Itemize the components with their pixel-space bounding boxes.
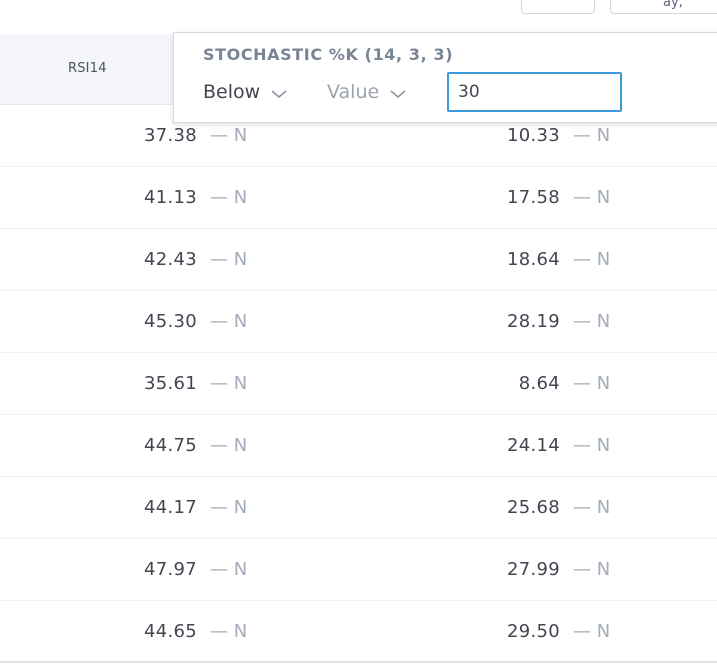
stochastic-value: 10.33 <box>506 125 560 146</box>
table-row[interactable]: 37.38 — N 10.33 — N <box>0 105 717 167</box>
rsi14-flag: — N <box>210 125 248 146</box>
rsi14-flag: — N <box>210 187 248 208</box>
rsi14-flag: — N <box>210 497 248 518</box>
chevron-down-icon <box>271 90 287 99</box>
rsi14-value: 45.30 <box>143 311 197 332</box>
condition-dropdown[interactable]: Below <box>203 79 288 105</box>
rsi14-flag: — N <box>210 373 248 394</box>
rsi14-flag: — N <box>210 621 248 642</box>
value-type-dropdown-label: Value <box>327 81 380 103</box>
rsi14-value: 41.13 <box>143 187 197 208</box>
stochastic-value: 25.68 <box>506 497 560 518</box>
chevron-down-icon <box>390 90 406 99</box>
rsi14-value: 47.97 <box>143 559 197 580</box>
filter-title: STOCHASTIC %K (14, 3, 3) <box>203 45 454 64</box>
stochastic-value: 18.64 <box>506 249 560 270</box>
stochastic-value: 27.99 <box>506 559 560 580</box>
rsi14-value: 44.17 <box>143 497 197 518</box>
table-row[interactable]: 47.97 — N 27.99 — N <box>0 539 717 601</box>
rsi14-value: 35.61 <box>143 373 197 394</box>
stochastic-flag: — N <box>573 621 611 642</box>
table-row[interactable]: 45.30 — N 28.19 — N <box>0 291 717 353</box>
stochastic-value: 17.58 <box>506 187 560 208</box>
table-row[interactable]: 44.17 — N 25.68 — N <box>0 477 717 539</box>
rsi14-value: 44.75 <box>143 435 197 456</box>
stochastic-flag: — N <box>573 249 611 270</box>
table-row[interactable]: 35.61 — N 8.64 — N <box>0 353 717 415</box>
stochastic-value: 24.14 <box>506 435 560 456</box>
condition-dropdown-label: Below <box>203 81 261 103</box>
value-type-dropdown[interactable]: Value <box>327 79 407 105</box>
toolbar-button-label: ay, <box>663 0 683 10</box>
rsi14-flag: — N <box>210 559 248 580</box>
rsi14-flag: — N <box>210 311 248 332</box>
table-body: 37.38 — N 10.33 — N 41.13 — N 17.58 — N 42.43 — N… <box>0 105 717 663</box>
table-row[interactable]: 44.65 — N 29.50 — N <box>0 601 717 663</box>
toolbar-button[interactable] <box>521 0 595 14</box>
filter-popup: STOCHASTIC %K (14, 3, 3) Below Value <box>173 32 717 123</box>
stochastic-value: 8.64 <box>518 373 560 394</box>
stochastic-flag: — N <box>573 435 611 456</box>
stochastic-flag: — N <box>573 559 611 580</box>
filter-value-input[interactable] <box>447 72 622 112</box>
rsi14-flag: — N <box>210 249 248 270</box>
rsi14-value: 44.65 <box>143 621 197 642</box>
rsi14-value: 42.43 <box>143 249 197 270</box>
column-header-rsi14[interactable]: RSI14 <box>68 61 107 76</box>
table-row[interactable]: 41.13 — N 17.58 — N <box>0 167 717 229</box>
stochastic-flag: — N <box>573 311 611 332</box>
stochastic-flag: — N <box>573 125 611 146</box>
stochastic-value: 29.50 <box>506 621 560 642</box>
toolbar-button-dropdown[interactable]: ay, <box>610 0 717 14</box>
rsi14-value: 37.38 <box>143 125 197 146</box>
table-row[interactable]: 42.43 — N 18.64 — N <box>0 229 717 291</box>
table-row[interactable]: 44.75 — N 24.14 — N <box>0 415 717 477</box>
stochastic-flag: — N <box>573 373 611 394</box>
stochastic-flag: — N <box>573 497 611 518</box>
rsi14-flag: — N <box>210 435 248 456</box>
stochastic-value: 28.19 <box>506 311 560 332</box>
stochastic-flag: — N <box>573 187 611 208</box>
